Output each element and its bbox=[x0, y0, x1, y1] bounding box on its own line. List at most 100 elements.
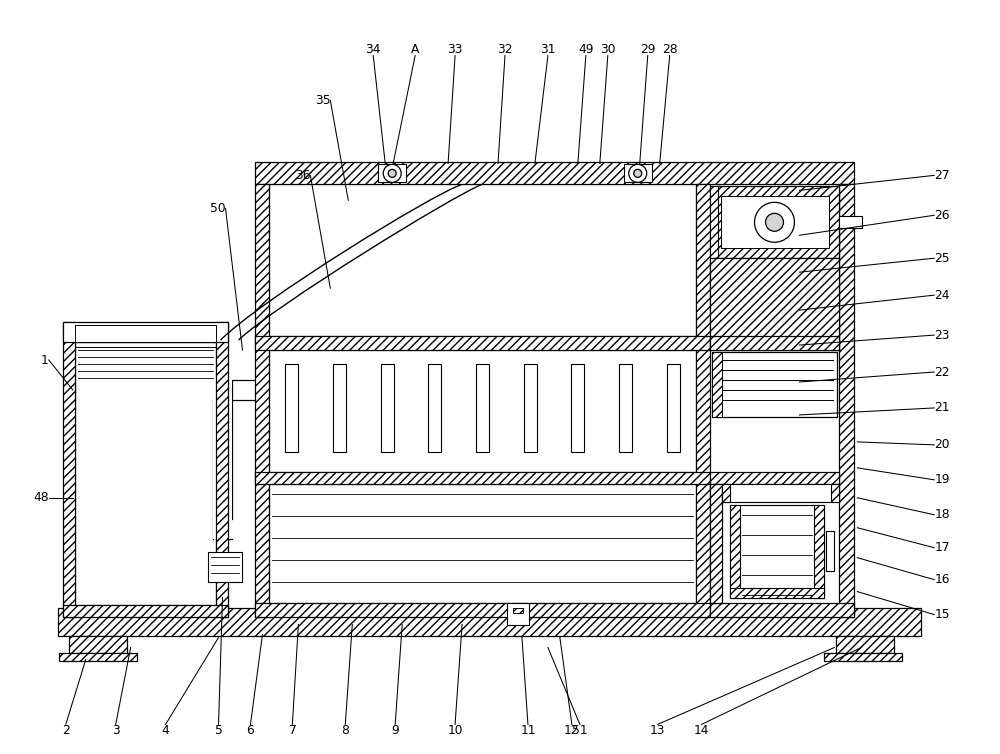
Text: 19: 19 bbox=[934, 474, 950, 486]
Text: 15: 15 bbox=[934, 608, 950, 621]
Text: 16: 16 bbox=[934, 573, 950, 586]
Bar bbox=[624, 164, 652, 182]
Bar bbox=[476, 364, 489, 452]
Bar bbox=[255, 472, 710, 484]
Bar bbox=[333, 364, 346, 452]
Text: 13: 13 bbox=[650, 725, 665, 737]
Bar bbox=[513, 608, 523, 612]
Text: 26: 26 bbox=[934, 209, 950, 222]
Circle shape bbox=[766, 213, 783, 231]
Bar bbox=[839, 216, 862, 228]
Bar bbox=[730, 504, 824, 598]
Text: 10: 10 bbox=[447, 725, 463, 737]
Bar bbox=[428, 364, 441, 452]
Text: 3: 3 bbox=[112, 725, 120, 737]
Text: 32: 32 bbox=[497, 42, 513, 56]
Bar bbox=[824, 654, 902, 661]
Text: 33: 33 bbox=[447, 42, 463, 56]
Bar bbox=[269, 350, 696, 472]
Text: 35: 35 bbox=[315, 94, 330, 107]
Text: 29: 29 bbox=[640, 42, 655, 56]
Text: 5: 5 bbox=[215, 725, 222, 737]
Text: 27: 27 bbox=[934, 169, 950, 182]
Bar bbox=[75, 342, 216, 605]
Bar bbox=[711, 186, 839, 258]
Text: 34: 34 bbox=[365, 42, 381, 56]
Bar bbox=[710, 258, 839, 350]
Bar bbox=[710, 336, 839, 350]
Text: 12: 12 bbox=[564, 725, 580, 737]
Bar bbox=[667, 364, 680, 452]
Bar bbox=[63, 322, 75, 617]
Bar bbox=[507, 602, 529, 624]
Bar bbox=[710, 472, 839, 484]
Text: 30: 30 bbox=[600, 42, 616, 56]
Circle shape bbox=[383, 164, 401, 182]
Circle shape bbox=[388, 170, 396, 177]
Text: 36: 36 bbox=[295, 169, 310, 182]
Text: 1: 1 bbox=[41, 354, 49, 366]
Bar bbox=[255, 336, 710, 350]
Text: 50: 50 bbox=[210, 202, 226, 215]
Text: 8: 8 bbox=[341, 725, 349, 737]
Text: 24: 24 bbox=[934, 289, 950, 302]
Text: 4: 4 bbox=[162, 725, 169, 737]
Bar bbox=[255, 162, 854, 185]
Bar bbox=[213, 392, 232, 538]
Text: 9: 9 bbox=[391, 725, 399, 737]
Bar bbox=[730, 587, 824, 598]
Bar bbox=[255, 602, 710, 617]
Bar bbox=[59, 654, 137, 661]
Bar bbox=[216, 322, 228, 617]
Bar bbox=[69, 636, 127, 654]
Text: 23: 23 bbox=[934, 329, 950, 342]
Bar bbox=[524, 364, 537, 452]
Bar bbox=[710, 602, 854, 617]
Bar bbox=[814, 504, 824, 598]
Text: 22: 22 bbox=[934, 366, 950, 379]
Bar bbox=[722, 484, 839, 501]
Bar bbox=[63, 322, 228, 342]
Circle shape bbox=[629, 164, 647, 182]
Bar bbox=[721, 196, 829, 248]
Circle shape bbox=[634, 170, 642, 177]
Bar bbox=[710, 484, 722, 602]
Bar bbox=[839, 185, 854, 617]
Text: 49: 49 bbox=[578, 42, 594, 56]
Text: 14: 14 bbox=[694, 725, 709, 737]
Text: 28: 28 bbox=[662, 42, 677, 56]
Text: 48: 48 bbox=[33, 492, 49, 504]
Bar bbox=[285, 364, 298, 452]
Bar bbox=[208, 552, 242, 581]
Text: 7: 7 bbox=[289, 725, 296, 737]
Bar bbox=[722, 484, 730, 501]
Text: 31: 31 bbox=[540, 42, 556, 56]
Bar bbox=[378, 164, 406, 182]
Bar bbox=[712, 352, 722, 417]
Bar bbox=[213, 380, 232, 400]
Bar bbox=[381, 364, 394, 452]
Bar bbox=[730, 504, 740, 598]
Bar bbox=[836, 636, 894, 654]
Bar bbox=[58, 608, 921, 636]
Text: 20: 20 bbox=[934, 438, 950, 452]
Bar bbox=[571, 364, 584, 452]
Bar bbox=[63, 605, 228, 617]
Text: 51: 51 bbox=[572, 725, 588, 737]
Text: 18: 18 bbox=[934, 508, 950, 521]
Bar bbox=[826, 531, 834, 571]
Bar bbox=[831, 484, 839, 501]
Bar bbox=[712, 352, 837, 417]
Text: 6: 6 bbox=[247, 725, 254, 737]
Bar bbox=[269, 185, 696, 336]
Text: 21: 21 bbox=[934, 401, 950, 415]
Bar bbox=[710, 186, 718, 258]
Bar bbox=[696, 185, 710, 617]
Text: A: A bbox=[411, 42, 419, 56]
Bar bbox=[75, 325, 216, 342]
Circle shape bbox=[755, 202, 794, 242]
Bar bbox=[269, 484, 696, 602]
Text: 2: 2 bbox=[62, 725, 70, 737]
Bar bbox=[619, 364, 632, 452]
Text: 17: 17 bbox=[934, 541, 950, 554]
